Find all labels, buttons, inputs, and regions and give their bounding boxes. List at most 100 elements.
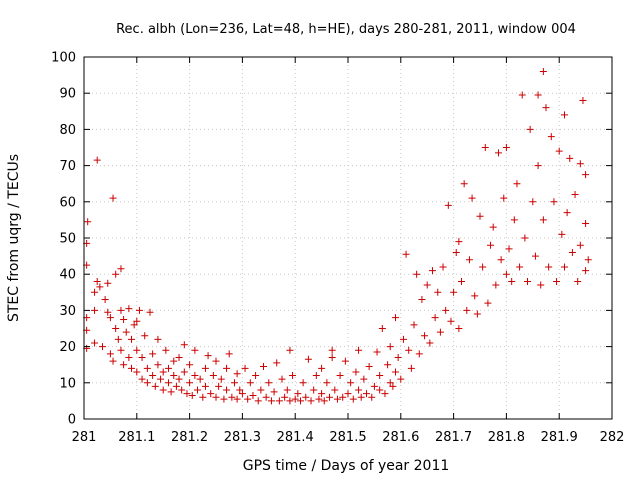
data-point	[162, 346, 170, 354]
data-point	[236, 386, 244, 394]
chart-title: Rec. albh (Lon=236, Lat=48, h=HE), days …	[116, 22, 576, 37]
data-point	[368, 393, 376, 401]
data-point	[560, 263, 568, 271]
data-point	[471, 292, 479, 300]
data-point	[133, 368, 141, 376]
data-point	[357, 393, 365, 401]
data-point	[233, 395, 241, 403]
data-point	[537, 281, 545, 289]
data-point	[529, 198, 537, 206]
data-point	[241, 364, 249, 372]
data-point	[130, 321, 138, 329]
data-point	[170, 372, 178, 380]
data-point	[521, 234, 529, 242]
data-point	[450, 288, 458, 296]
data-point	[460, 180, 468, 188]
data-point	[394, 353, 402, 361]
data-point	[402, 250, 410, 258]
data-point	[344, 390, 352, 398]
data-point	[101, 296, 109, 304]
data-point	[455, 238, 463, 246]
data-point	[481, 144, 489, 151]
data-point	[120, 361, 128, 369]
data-point	[220, 395, 228, 403]
data-point	[489, 223, 497, 231]
data-point	[233, 370, 241, 378]
data-point	[492, 281, 500, 289]
data-point	[312, 372, 320, 380]
data-point	[494, 149, 502, 157]
data-point	[154, 361, 162, 369]
data-point	[204, 352, 212, 360]
data-point	[262, 393, 270, 401]
data-points	[83, 67, 592, 405]
data-point	[138, 353, 146, 361]
data-point	[252, 372, 260, 380]
data-point	[545, 263, 553, 271]
data-point	[399, 335, 407, 343]
x-tick-label: 281.1	[118, 430, 155, 445]
data-point	[458, 277, 466, 285]
data-point	[487, 241, 495, 249]
data-point	[500, 194, 508, 202]
data-point	[151, 382, 159, 390]
data-point	[362, 390, 370, 398]
data-point	[307, 397, 315, 405]
data-point	[582, 171, 590, 179]
data-point	[157, 375, 165, 383]
data-point	[468, 194, 476, 202]
data-point	[376, 386, 384, 394]
data-point	[159, 386, 167, 394]
data-point	[555, 147, 563, 155]
data-point	[553, 277, 561, 285]
data-point	[505, 245, 513, 253]
data-point	[386, 379, 394, 387]
data-point	[159, 368, 167, 376]
data-point	[209, 372, 217, 380]
data-point	[217, 375, 225, 383]
data-point	[278, 375, 286, 383]
x-tick-label: 282	[600, 430, 625, 445]
data-point	[106, 350, 114, 358]
y-tick-labels: 0 10 20 30 40 50 60 70 80 90 100	[51, 51, 76, 428]
data-point	[381, 390, 389, 398]
data-point	[84, 218, 92, 226]
data-point	[283, 386, 291, 394]
data-point	[109, 194, 117, 202]
data-point	[407, 364, 415, 372]
data-point	[392, 314, 400, 322]
data-point	[164, 364, 172, 372]
data-point	[149, 350, 157, 358]
data-point	[191, 346, 199, 354]
data-point	[339, 393, 347, 401]
data-point	[531, 252, 539, 260]
data-point	[418, 296, 426, 304]
data-point	[146, 308, 154, 316]
data-point	[355, 346, 363, 354]
data-point	[125, 305, 133, 313]
x-tick-label: 281.4	[277, 430, 314, 445]
data-point	[360, 375, 368, 383]
data-point	[128, 364, 136, 372]
data-point	[579, 96, 587, 104]
data-point	[265, 379, 273, 387]
data-point	[355, 386, 363, 394]
data-point	[178, 386, 186, 394]
data-point	[138, 375, 146, 383]
data-point	[378, 325, 386, 332]
y-axis-label: STEC from uqrg / TECUs	[6, 154, 22, 322]
data-point	[571, 191, 579, 199]
data-point	[212, 393, 220, 401]
data-point	[212, 357, 220, 365]
data-point	[336, 372, 344, 380]
data-point	[114, 335, 122, 343]
data-point	[484, 299, 492, 307]
data-point	[254, 397, 262, 405]
x-tick-label: 281.7	[435, 430, 472, 445]
data-point	[513, 180, 521, 188]
data-point	[196, 375, 204, 383]
y-tick-label: 80	[59, 123, 76, 138]
data-point	[376, 372, 384, 380]
data-point	[117, 265, 125, 273]
